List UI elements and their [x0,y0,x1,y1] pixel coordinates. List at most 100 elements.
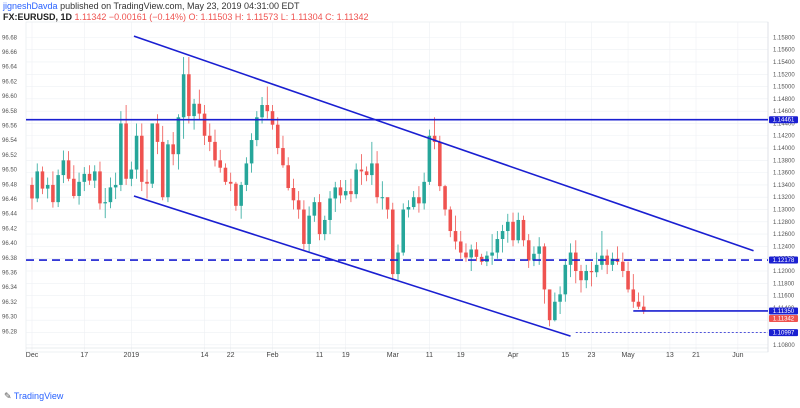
candle-down [432,117,437,150]
candle-up [45,177,50,199]
author-link[interactable]: jigneshDavda [3,1,58,11]
candle-down [207,123,212,152]
candle-body [192,103,196,117]
footer: ✎ TradingView [0,390,800,403]
time-axis-label: 11 [316,352,323,359]
left-axis-tick-label: 96.68 [2,35,18,41]
candle-up [119,111,123,192]
candle-body [103,202,107,204]
candle-body [30,184,34,199]
candle-up [176,114,181,170]
left-axis-tick-label: 96.46 [2,197,18,203]
candle-down [155,114,160,155]
candle-body [422,181,426,204]
candle-body [61,160,66,176]
candle-up [181,57,186,139]
right-axis-tick-label: 1.11800 [773,281,795,287]
right-axis-tick-label: 1.12600 [773,232,795,238]
candle-up [255,111,259,147]
candle-body [474,249,479,257]
plot-frame [25,21,769,353]
candle-down [87,165,92,185]
price-tag-label: 1.11350 [773,309,795,315]
left-axis-tick-label: 96.30 [2,315,18,321]
candle-up [108,177,113,209]
time-axis[interactable]: Dec 17 2019 14 22 Feb 11 19 Mar 11 19 Apr 15 23 May 13 2… [26,347,768,359]
left-price-axis: 96.68 96.66 96.64 96.62 96.60 96.58 96.56 96.54… [2,35,18,335]
candle-body [364,171,369,176]
channel-upper-line[interactable] [133,35,754,252]
right-price-axis[interactable]: 1.15800 1.15600 1.15400 1.15200 1.15000 1.148… [767,22,795,352]
candle-down [615,246,620,265]
right-axis-tick-label: 1.14200 [773,134,795,140]
ohlc-open: O: 1.11503 [188,12,233,22]
candle-up [490,234,494,265]
right-axis-tick-label: 1.12800 [773,220,795,226]
candle-body [291,188,296,201]
right-axis-tick-label: 1.13800 [773,158,795,164]
candle-up [370,141,374,185]
symbol-label[interactable]: FX:EURUSD, 1D [3,12,73,22]
candle-up [103,188,107,219]
candle-body [296,200,301,210]
price-tag-label: 1.10997 [773,331,795,337]
candle-down [171,132,175,166]
candle-body [140,135,144,182]
candle-body [255,117,259,141]
right-axis-tick-label: 1.14600 [773,109,795,115]
price-tag-label: 1.14461 [773,118,795,124]
candle-down [438,135,442,192]
candle-body [333,187,338,199]
candle-body [432,135,437,142]
candle-down [364,166,369,182]
level-price-tag: 1.10997 [769,329,798,337]
right-axis-tick-label: 1.13600 [773,171,795,177]
candle-body [401,209,406,253]
candle-down [228,172,233,192]
candle-up [150,123,155,188]
time-axis-label: Mar [387,352,400,359]
candle-body [537,246,541,254]
candle-down [636,292,641,310]
left-axis-tick-label: 96.38 [2,256,18,262]
candle-down [72,165,76,199]
candle-body [380,197,385,199]
candle-up [406,200,411,218]
candle-down [270,105,275,130]
candle-body [542,246,547,290]
price-tag-box [769,256,798,264]
tradingview-logo[interactable]: ✎ TradingView [4,391,63,402]
time-axis-label: 19 [342,352,350,359]
candle-up [166,140,170,203]
candle-up [422,172,426,210]
candle-up [401,203,406,256]
candle-up [192,98,196,130]
right-axis-tick-label: 1.12000 [773,269,795,275]
time-axis-label: Dec [26,352,39,359]
candle-body [166,144,170,198]
candle-up [82,167,87,192]
candle-body [516,219,521,241]
candle-body [579,270,583,281]
candle-up [113,172,118,200]
candle-up [610,252,615,271]
candle-down [124,105,128,185]
candle-body [558,294,562,302]
candle-body [526,240,531,261]
candle-down [526,234,531,268]
candle-up [594,252,599,278]
candle-up [558,286,562,315]
channel-lower-line[interactable] [133,195,571,337]
candle-body [302,209,306,244]
candle-body [35,171,40,199]
candle-down [51,171,55,208]
candle-body [197,103,202,114]
candle-down [385,197,390,219]
time-axis-label: 2019 [124,352,140,359]
candle-body [594,264,599,273]
time-axis-label: 15 [561,352,569,359]
time-axis-label: 14 [201,352,209,359]
candle-down [448,206,453,238]
